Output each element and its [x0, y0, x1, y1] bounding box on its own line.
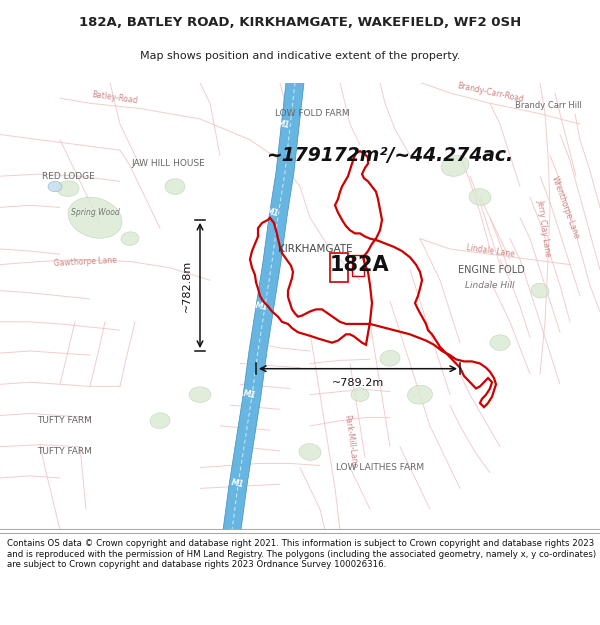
Bar [352, 255, 364, 276]
Ellipse shape [490, 335, 510, 351]
Text: JAW HILL HOUSE: JAW HILL HOUSE [131, 159, 205, 168]
Ellipse shape [189, 387, 211, 402]
Ellipse shape [299, 444, 321, 460]
Text: Wrenthorpe-Lane: Wrenthorpe-Lane [550, 174, 581, 240]
Ellipse shape [469, 189, 491, 206]
Ellipse shape [150, 413, 170, 429]
Ellipse shape [407, 385, 433, 404]
Text: M1: M1 [243, 389, 257, 400]
Text: M1: M1 [231, 478, 245, 489]
Text: Park-Mill-Lane: Park-Mill-Lane [342, 414, 358, 469]
Ellipse shape [441, 155, 469, 176]
Text: ~782.8m: ~782.8m [182, 259, 192, 311]
Ellipse shape [68, 198, 122, 238]
Text: Brandy Carr Hill: Brandy Carr Hill [515, 101, 581, 110]
Ellipse shape [57, 181, 79, 196]
Ellipse shape [121, 232, 139, 246]
Text: ~179172m²/~44.274ac.: ~179172m²/~44.274ac. [266, 146, 514, 165]
Text: TUFTY FARM: TUFTY FARM [38, 416, 92, 425]
Ellipse shape [380, 351, 400, 366]
Ellipse shape [351, 388, 369, 401]
Text: M1: M1 [266, 207, 280, 218]
Ellipse shape [165, 179, 185, 194]
Text: M1: M1 [277, 119, 291, 129]
Bar [330, 253, 348, 282]
Text: LOW FOLD FARM: LOW FOLD FARM [275, 109, 349, 118]
Text: Lindale Hill: Lindale Hill [465, 281, 515, 290]
Text: TUFTY FARM: TUFTY FARM [38, 448, 92, 456]
Text: 182A: 182A [330, 254, 389, 274]
Text: M1: M1 [255, 301, 269, 312]
Polygon shape [223, 82, 304, 530]
Text: Brandy-Carr-Road: Brandy-Carr-Road [456, 81, 524, 104]
Ellipse shape [531, 283, 549, 298]
Text: Jerry Clay Lane: Jerry Clay Lane [536, 199, 553, 258]
Text: KIRKHAMGATE: KIRKHAMGATE [278, 244, 353, 254]
Text: Map shows position and indicative extent of the property.: Map shows position and indicative extent… [140, 51, 460, 61]
Text: Gawthorpe Lane: Gawthorpe Lane [53, 256, 117, 268]
Text: Contains OS data © Crown copyright and database right 2021. This information is : Contains OS data © Crown copyright and d… [7, 539, 596, 569]
Text: Batley-Road: Batley-Road [91, 91, 139, 106]
Text: Spring Wood: Spring Wood [71, 208, 119, 217]
Text: LOW LAITHES FARM: LOW LAITHES FARM [336, 463, 424, 472]
Text: ~789.2m: ~789.2m [332, 378, 384, 388]
Text: 182A, BATLEY ROAD, KIRKHAMGATE, WAKEFIELD, WF2 0SH: 182A, BATLEY ROAD, KIRKHAMGATE, WAKEFIEL… [79, 16, 521, 29]
Text: Lindale Lane: Lindale Lane [465, 243, 515, 259]
Text: ENGINE FOLD: ENGINE FOLD [458, 265, 525, 275]
Ellipse shape [48, 181, 62, 192]
Text: RED LODGE: RED LODGE [41, 172, 94, 181]
